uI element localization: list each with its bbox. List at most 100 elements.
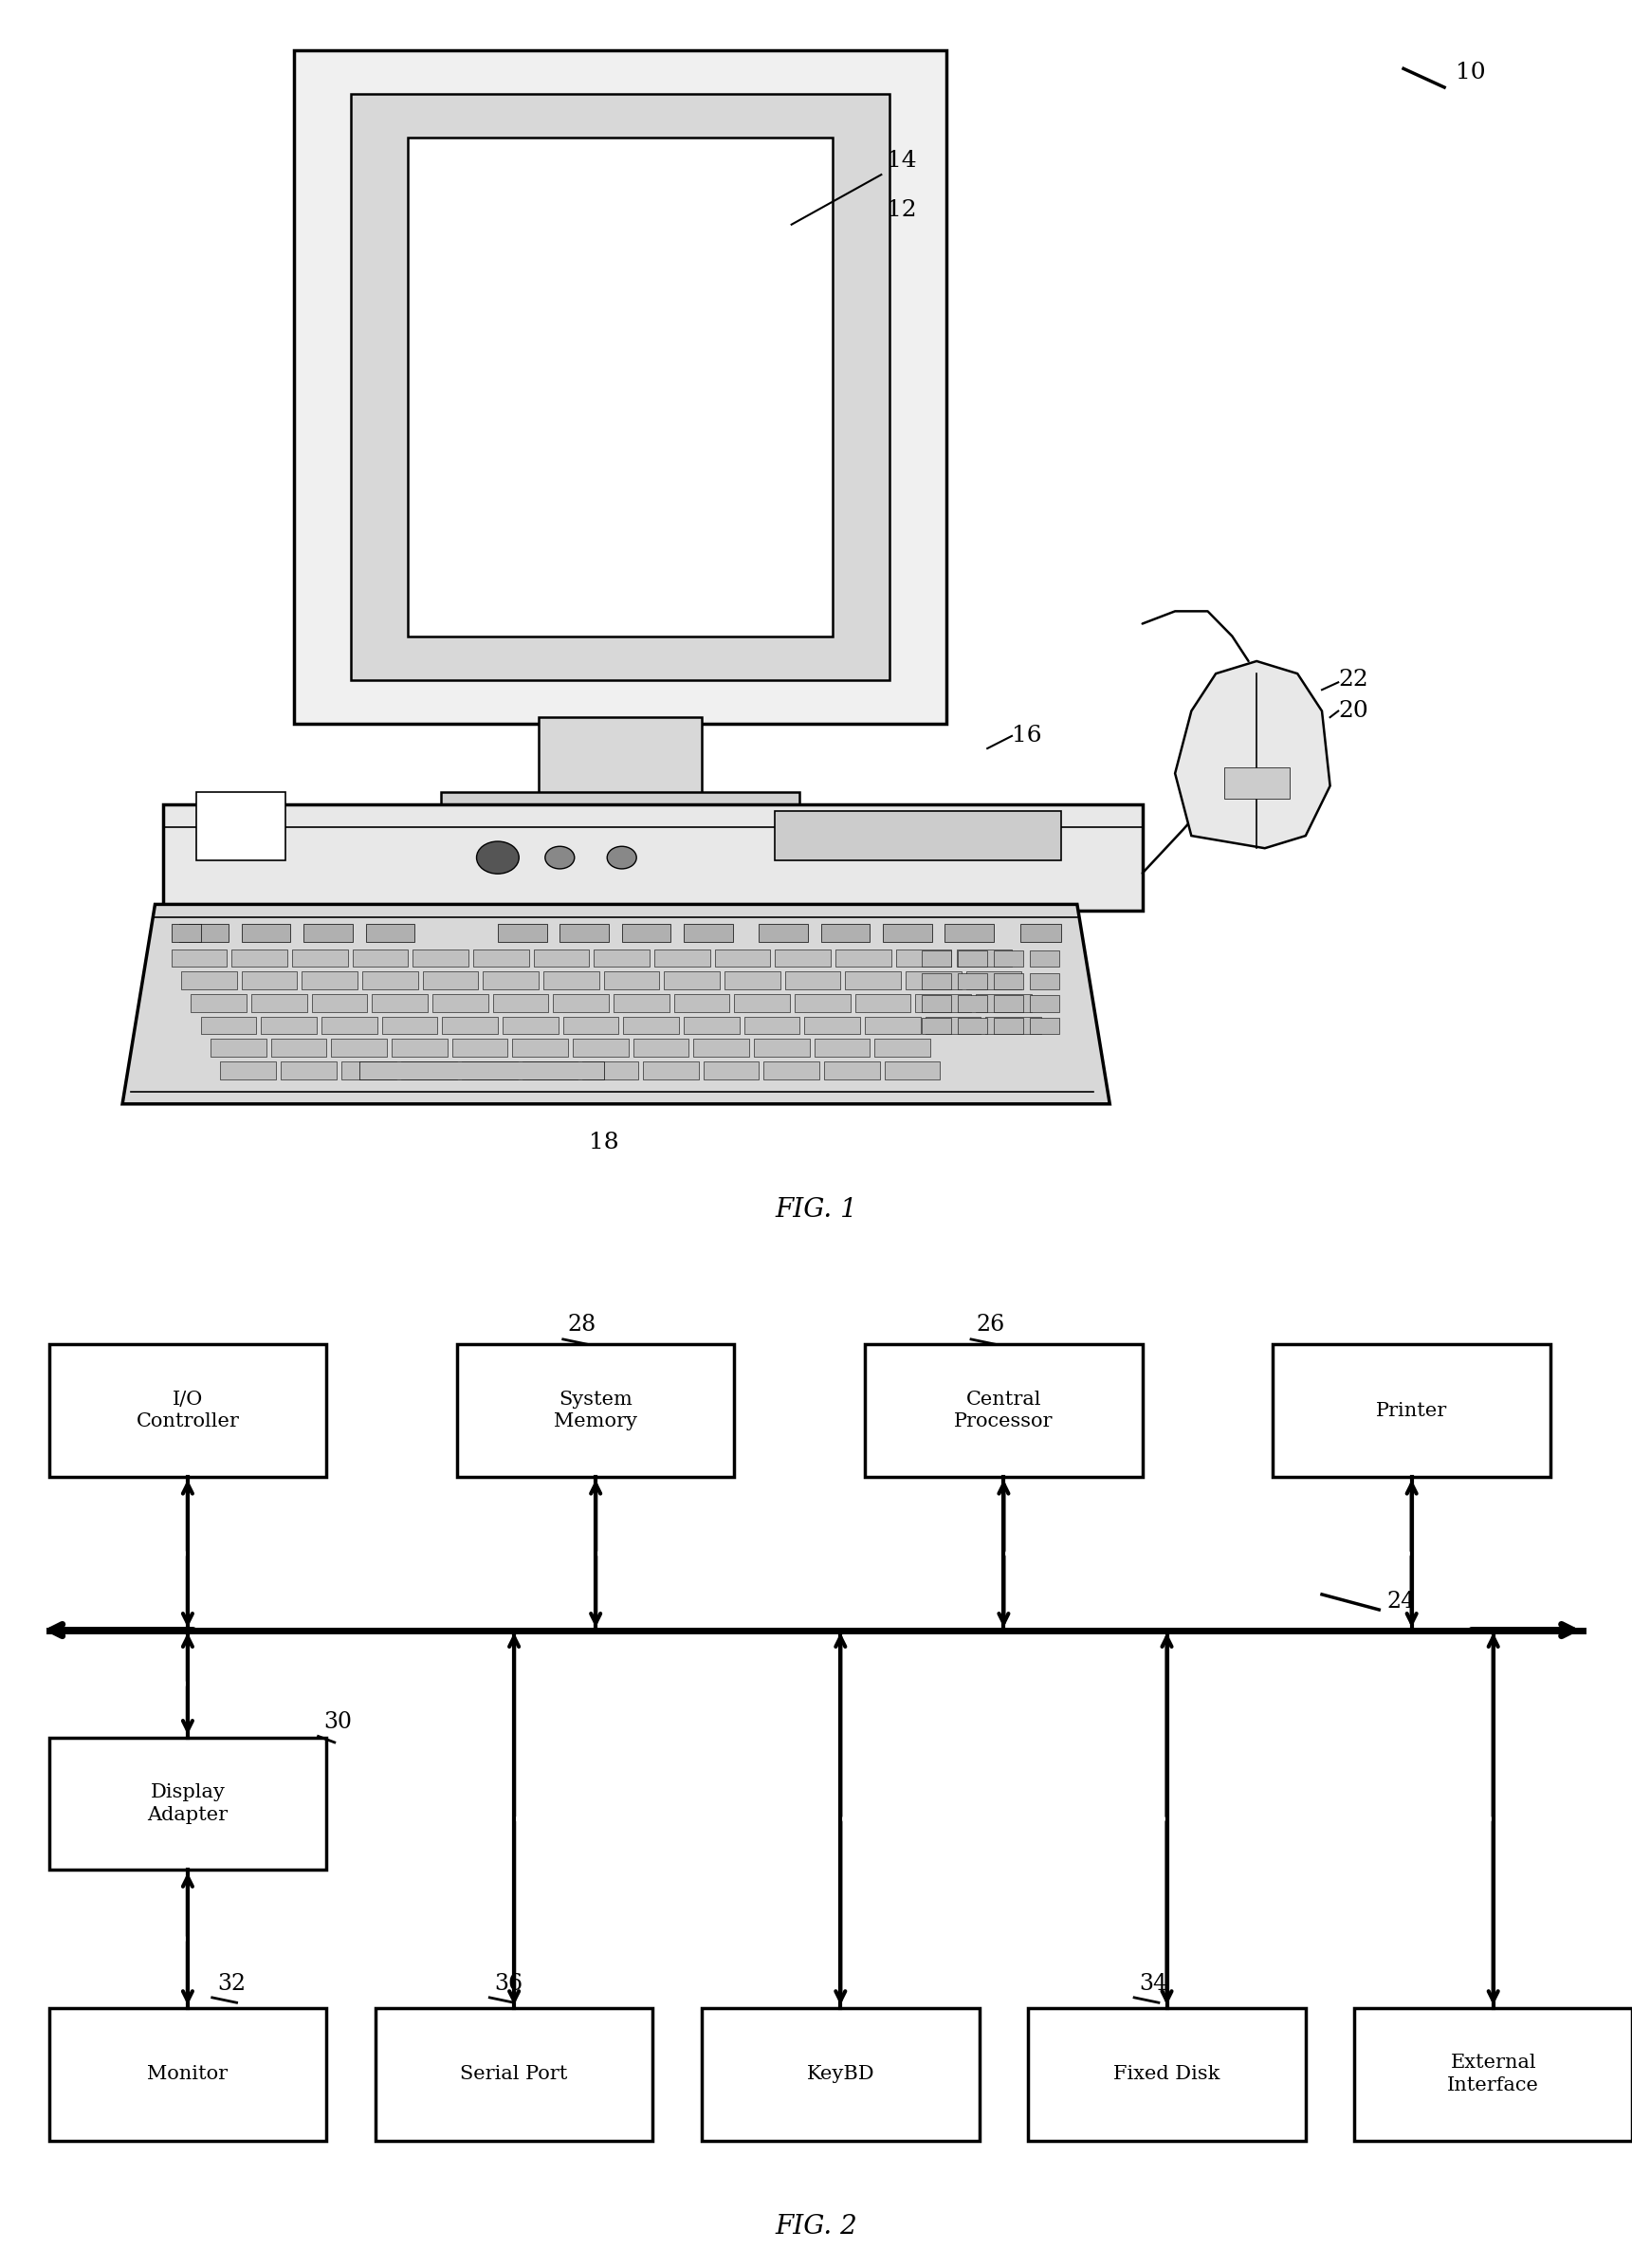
Bar (795, 993, 850, 1012)
Bar (694, 1039, 749, 1057)
Bar (1030, 1018, 1059, 1034)
Circle shape (477, 841, 519, 873)
Bar (462, 1061, 517, 1080)
Bar (322, 1016, 377, 1034)
Bar (845, 971, 901, 989)
Bar (622, 925, 671, 941)
Polygon shape (441, 792, 800, 812)
Text: Fixed Disk: Fixed Disk (1113, 2066, 1221, 2082)
Bar (922, 1018, 951, 1034)
Polygon shape (294, 50, 947, 723)
Bar (775, 810, 1061, 860)
Text: 24: 24 (1387, 1590, 1417, 1613)
Bar (583, 1061, 638, 1080)
Bar (664, 971, 720, 989)
Circle shape (607, 846, 636, 869)
Bar (432, 993, 488, 1012)
Text: 30: 30 (323, 1712, 351, 1733)
Bar (994, 996, 1023, 1012)
Bar (366, 925, 415, 941)
Bar (1028, 2007, 1306, 2141)
Text: External
Interface: External Interface (1448, 2055, 1539, 2093)
Bar (764, 1061, 819, 1080)
Bar (633, 1039, 689, 1057)
Bar (242, 971, 297, 989)
Bar (925, 1016, 981, 1034)
Bar (457, 1345, 734, 1476)
Text: 18: 18 (589, 1132, 619, 1152)
Bar (312, 993, 367, 1012)
Text: Printer: Printer (1376, 1402, 1448, 1420)
Bar (785, 971, 840, 989)
Bar (498, 925, 547, 941)
Text: KeyBD: KeyBD (806, 2066, 875, 2082)
Bar (684, 925, 733, 941)
Text: I/O
Controller: I/O Controller (135, 1390, 240, 1431)
Bar (362, 971, 418, 989)
Bar (1030, 950, 1059, 966)
Bar (543, 971, 599, 989)
Polygon shape (408, 136, 832, 635)
Bar (674, 993, 730, 1012)
Text: FIG. 1: FIG. 1 (775, 1198, 857, 1222)
Bar (423, 971, 478, 989)
Bar (994, 1018, 1023, 1034)
Text: 14: 14 (886, 150, 916, 172)
Bar (855, 993, 911, 1012)
Bar (916, 993, 971, 1012)
Polygon shape (163, 805, 1142, 909)
Bar (503, 1016, 558, 1034)
Bar (49, 1737, 326, 1869)
Bar (805, 1016, 860, 1034)
Bar (560, 925, 609, 941)
Bar (922, 996, 951, 1012)
Bar (976, 993, 1031, 1012)
Text: 10: 10 (1456, 61, 1485, 84)
Bar (413, 950, 468, 966)
Bar (563, 1016, 619, 1034)
Bar (304, 925, 353, 941)
Bar (643, 1061, 698, 1080)
Bar (512, 1039, 568, 1057)
Bar (331, 1039, 387, 1057)
Bar (945, 925, 994, 941)
Bar (1030, 996, 1059, 1012)
Bar (604, 971, 659, 989)
Bar (958, 973, 987, 989)
Bar (483, 971, 539, 989)
Bar (594, 950, 650, 966)
Bar (473, 950, 529, 966)
Bar (906, 971, 961, 989)
Bar (553, 993, 609, 1012)
Bar (196, 792, 286, 860)
Text: 34: 34 (1139, 1973, 1169, 1994)
Bar (1355, 2007, 1632, 2141)
Bar (171, 950, 227, 966)
Bar (958, 996, 987, 1012)
Bar (814, 1039, 870, 1057)
Bar (242, 925, 290, 941)
Bar (865, 1345, 1142, 1476)
Bar (49, 2007, 326, 2141)
Bar (375, 2007, 653, 2141)
Bar (958, 950, 987, 966)
Bar (392, 1039, 447, 1057)
Bar (452, 1039, 508, 1057)
Bar (966, 971, 1022, 989)
Bar (986, 1016, 1041, 1034)
Bar (775, 950, 831, 966)
Bar (251, 993, 307, 1012)
Bar (261, 1016, 317, 1034)
Bar (1224, 767, 1289, 798)
Bar (401, 1061, 457, 1080)
Bar (922, 973, 951, 989)
Bar (922, 950, 951, 966)
Bar (281, 1061, 336, 1080)
Bar (220, 1061, 276, 1080)
Bar (522, 1061, 578, 1080)
Bar (883, 925, 932, 941)
Bar (994, 973, 1023, 989)
Bar (493, 993, 548, 1012)
Bar (573, 1039, 628, 1057)
Bar (211, 1039, 266, 1057)
